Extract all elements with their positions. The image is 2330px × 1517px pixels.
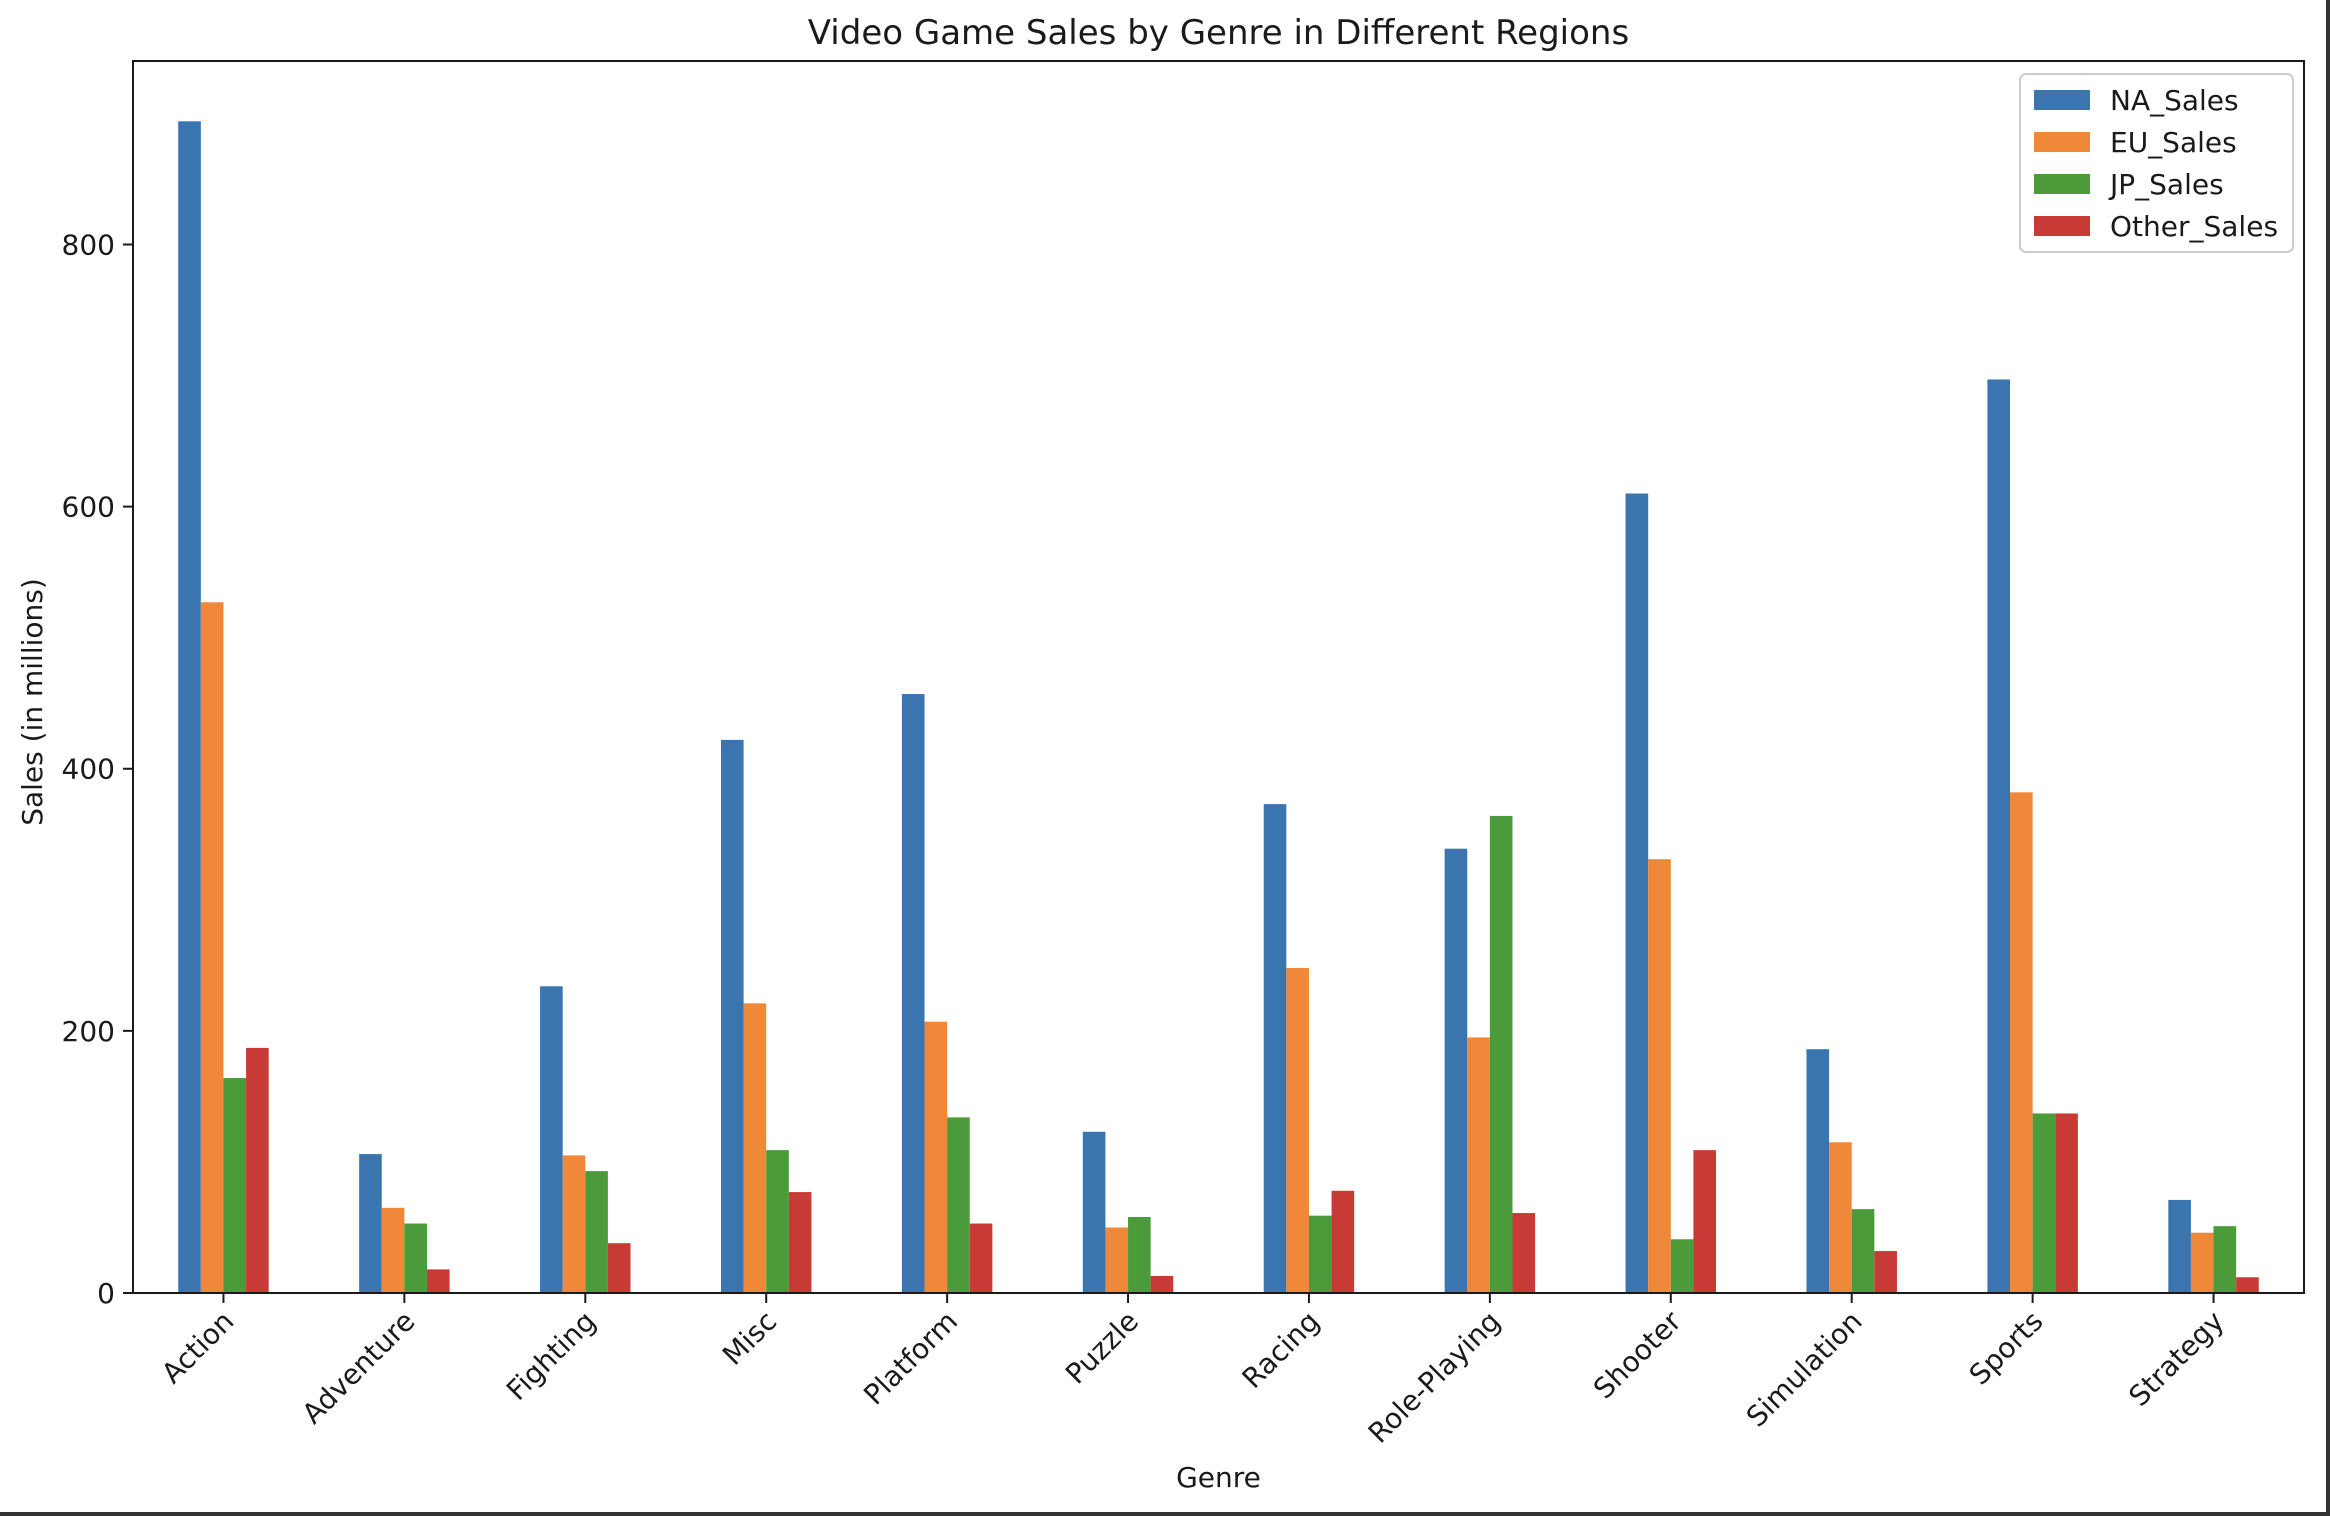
bar-JP_Sales-Adventure [404, 1223, 427, 1293]
bar-JP_Sales-Racing [1308, 1215, 1332, 1293]
bar-JP_Sales-Misc [766, 1150, 789, 1293]
legend-label-JP_Sales: JP_Sales [2108, 168, 2224, 201]
bar-Other_Sales-Adventure [426, 1269, 450, 1293]
bar-NA_Sales-Action [178, 121, 201, 1294]
x-tick-label: Racing [1236, 1305, 1326, 1395]
bar-NA_Sales-Racing [1263, 804, 1287, 1293]
bar-Other_Sales-Fighting [607, 1243, 631, 1293]
bar-JP_Sales-Simulation [1851, 1209, 1875, 1293]
x-tick-label: Action [155, 1305, 240, 1390]
bar-EU_Sales-Role-Playing [1467, 1037, 1490, 1293]
bar-NA_Sales-Platform [901, 694, 925, 1293]
bar-NA_Sales-Sports [1987, 379, 2011, 1293]
bar-NA_Sales-Misc [720, 739, 744, 1293]
x-axis-ticks: Action Adventure Fighting Misc Platform Puzzl… [155, 1293, 2230, 1450]
bar-Other_Sales-Sports [2055, 1113, 2078, 1293]
y-tick-label: 0 [97, 1277, 115, 1310]
legend-box [2019, 73, 2294, 253]
bar-JP_Sales-Fighting [585, 1171, 608, 1293]
bar-JP_Sales-Shooter [1670, 1239, 1694, 1293]
legend-swatch-NA_Sales [2034, 90, 2090, 110]
bar-EU_Sales-Misc [743, 1003, 767, 1293]
legend: NA_Sales EU_Sales JP_Sales Other_Sales [2019, 73, 2294, 253]
plot-area-frame [132, 60, 2305, 1294]
x-axis-label: Genre [1176, 1461, 1261, 1494]
bar-EU_Sales-Platform [924, 1021, 948, 1293]
x-tick-label: Sports [1963, 1305, 2050, 1392]
y-axis-ticks: 0 200 400 600 800 [62, 228, 133, 1310]
y-tick-label: 600 [62, 491, 115, 524]
y-tick-label: 200 [62, 1015, 115, 1048]
y-tick-label: 400 [62, 753, 115, 786]
bar-NA_Sales-Puzzle [1082, 1131, 1106, 1293]
bar-Other_Sales-Shooter [1693, 1150, 1717, 1293]
bar-NA_Sales-Role-Playing [1444, 848, 1468, 1293]
legend-label-EU_Sales: EU_Sales [2110, 126, 2237, 159]
y-tick-label: 800 [62, 228, 115, 261]
bar-EU_Sales-Shooter [1648, 859, 1671, 1293]
bar-EU_Sales-Fighting [562, 1155, 586, 1293]
bar-NA_Sales-Fighting [540, 986, 563, 1293]
bar-Other_Sales-Simulation [1874, 1251, 1897, 1293]
x-tick-label: Simulation [1740, 1305, 1869, 1434]
legend-label-NA_Sales: NA_Sales [2110, 84, 2239, 117]
legend-swatch-Other_Sales [2034, 216, 2090, 236]
x-tick-label: Puzzle [1059, 1305, 1145, 1391]
bar-JP_Sales-Sports [2032, 1113, 2056, 1293]
bar-EU_Sales-Sports [2010, 792, 2033, 1293]
bar-NA_Sales-Adventure [359, 1154, 382, 1293]
bar-Other_Sales-Action [246, 1047, 269, 1293]
bar-NA_Sales-Strategy [2168, 1199, 2191, 1293]
bar-JP_Sales-Role-Playing [1489, 815, 1513, 1293]
bar-Other_Sales-Misc [788, 1192, 812, 1293]
bar-EU_Sales-Simulation [1829, 1142, 1852, 1293]
bar-Other_Sales-Platform [969, 1223, 993, 1293]
x-tick-label: Platform [857, 1305, 964, 1412]
x-tick-label: Role-Playing [1362, 1305, 1507, 1450]
x-tick-label: Shooter [1587, 1304, 1688, 1405]
bar-EU_Sales-Racing [1286, 967, 1309, 1293]
y-axis-label: Sales (in millions) [16, 578, 49, 826]
bar-Other_Sales-Role-Playing [1512, 1213, 1536, 1293]
x-tick-label: Adventure [296, 1305, 422, 1431]
x-tick-label: Fighting [500, 1305, 602, 1407]
legend-swatch-EU_Sales [2034, 132, 2090, 152]
x-tick-label: Misc [716, 1305, 783, 1372]
bar-Other_Sales-Puzzle [1150, 1275, 1174, 1293]
legend-swatch-JP_Sales [2034, 174, 2090, 194]
bar-Other_Sales-Racing [1331, 1190, 1355, 1293]
bar-NA_Sales-Shooter [1625, 493, 1649, 1294]
bar-EU_Sales-Adventure [381, 1207, 405, 1293]
bar-Other_Sales-Strategy [2236, 1277, 2259, 1293]
bar-JP_Sales-Strategy [2213, 1226, 2237, 1293]
bar-JP_Sales-Platform [947, 1117, 970, 1293]
bar-NA_Sales-Simulation [1806, 1049, 1830, 1293]
chart-title: Video Game Sales by Genre in Different R… [808, 13, 1629, 53]
bar-JP_Sales-Puzzle [1128, 1216, 1151, 1293]
bars-group [178, 121, 2259, 1294]
bar-EU_Sales-Puzzle [1105, 1227, 1129, 1293]
bar-EU_Sales-Action [200, 602, 224, 1293]
bar-EU_Sales-Strategy [2190, 1232, 2214, 1293]
x-tick-label: Strategy [2122, 1305, 2230, 1413]
legend-label-Other_Sales: Other_Sales [2110, 210, 2278, 243]
bar-JP_Sales-Action [223, 1078, 247, 1293]
